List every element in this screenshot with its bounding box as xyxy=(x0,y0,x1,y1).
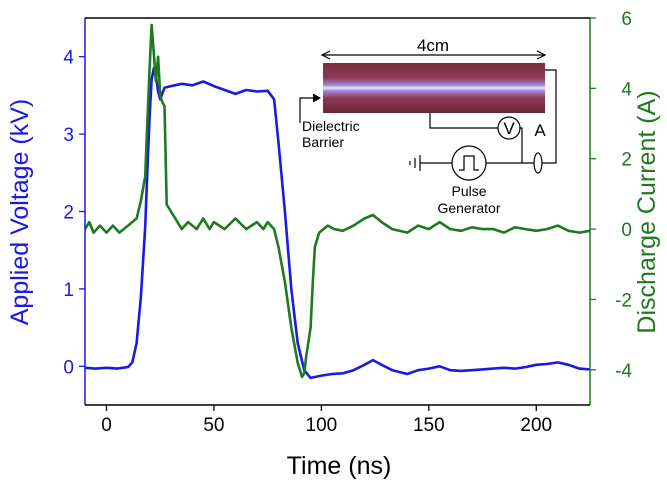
x-tick-label: 200 xyxy=(520,415,552,436)
pulse-label-line1: Pulse xyxy=(451,183,486,199)
dielectric-label-line2: Barrier xyxy=(302,134,344,150)
discharge-current-line xyxy=(85,23,590,379)
svg-text:V: V xyxy=(503,119,515,138)
ground-icon xyxy=(409,155,421,171)
y-left-tick-label: 3 xyxy=(63,125,74,146)
x-axis-title: Time (ns) xyxy=(287,452,392,480)
y-right-tick-label: 2 xyxy=(621,150,632,171)
x-tick-label: 50 xyxy=(203,415,224,436)
pulse-generator-icon xyxy=(451,145,487,181)
y-right-tick-label: 6 xyxy=(621,9,632,30)
x-tick-label: 0 xyxy=(101,415,112,436)
y-left-tick-label: 2 xyxy=(63,203,74,224)
dielectric-pointer xyxy=(299,97,318,123)
y-right-tick-label: -2 xyxy=(615,290,632,311)
length-arrow-right xyxy=(536,50,547,60)
svg-text:A: A xyxy=(534,121,546,140)
plot-lines xyxy=(85,23,590,380)
length-label: 4cm xyxy=(417,36,449,55)
y-left-tick-label: 0 xyxy=(63,357,74,378)
ammeter-icon: A xyxy=(533,121,546,174)
dielectric-arrowhead xyxy=(312,93,322,103)
dielectric-label-line1: Dielectric xyxy=(302,118,360,134)
plasma-tube-image xyxy=(323,63,545,113)
inset-schematic: 4cm Dielectric Barrier V A Pulse xyxy=(299,36,557,216)
electrode-wire xyxy=(429,113,498,129)
y-left-tick-label: 4 xyxy=(63,48,74,69)
y-right-tick-label: 4 xyxy=(621,79,632,100)
voltmeter-icon: V xyxy=(497,116,521,140)
applied-voltage-line xyxy=(85,67,590,380)
x-tick-label: 150 xyxy=(413,415,445,436)
right-axis-title: Discharge Current (A) xyxy=(633,90,661,333)
length-arrow-left xyxy=(320,50,331,60)
left-axis-title: Applied Voltage (kV) xyxy=(6,99,34,326)
voltmeter-right-wire xyxy=(520,127,523,163)
y-right-tick-label: 0 xyxy=(621,220,632,241)
y-right-tick-label: -4 xyxy=(615,361,632,382)
y-left-tick-label: 1 xyxy=(63,280,74,301)
ticks: 0 50 100 150 200 0 1 2 3 4 -4 -2 0 2 4 6 xyxy=(63,9,632,436)
pulse-label-line2: Generator xyxy=(437,200,500,216)
top-wire xyxy=(542,69,557,164)
x-tick-label: 100 xyxy=(306,415,338,436)
